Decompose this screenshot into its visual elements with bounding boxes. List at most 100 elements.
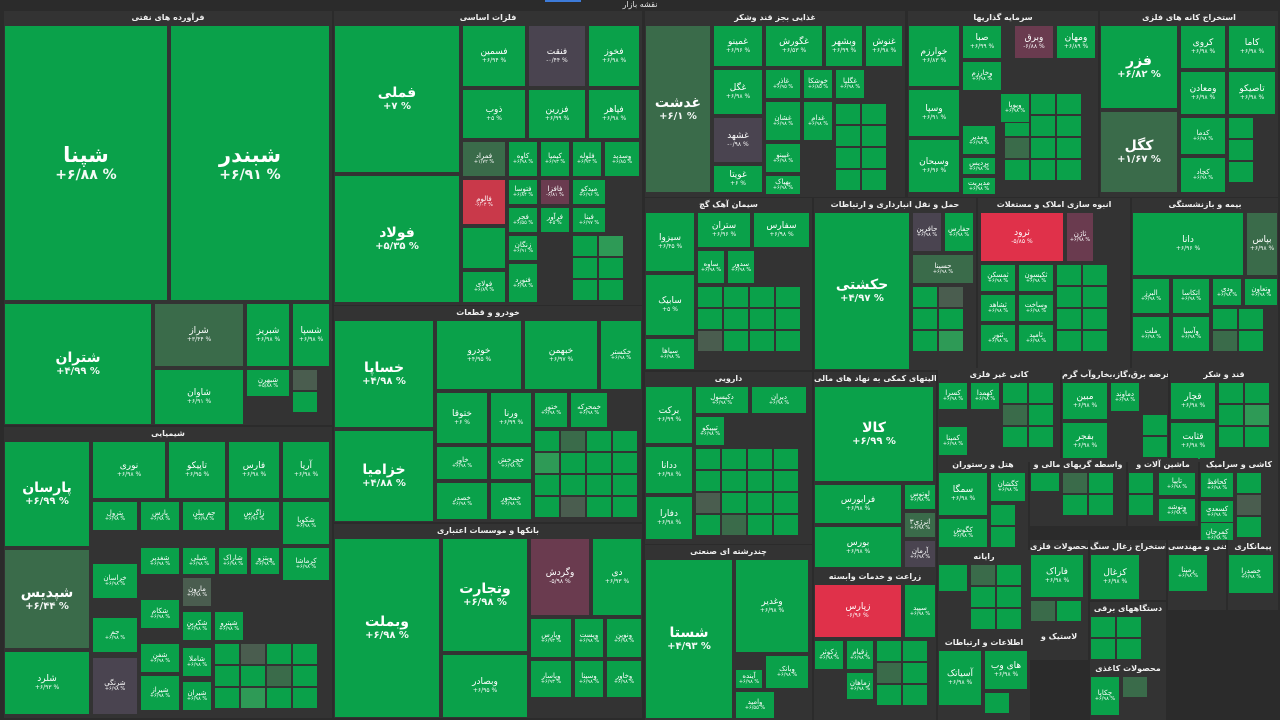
- stock-tile[interactable]: صبا +۶/۹۹ %: [962, 25, 1002, 59]
- stock-tile-unlabeled[interactable]: [560, 496, 586, 518]
- stock-tile-unlabeled[interactable]: [1082, 330, 1108, 352]
- stock-tile[interactable]: ثامید +۶/۹۸ %: [1018, 324, 1054, 352]
- stock-tile[interactable]: غشان +۶/۹۸ %: [765, 101, 801, 141]
- stock-tile[interactable]: فزرین +۶/۹۹ %: [528, 89, 586, 139]
- sector-title[interactable]: فرآورده های نفتی: [131, 13, 205, 22]
- stock-tile[interactable]: تاصیکو +۶/۹۸ %: [1228, 71, 1276, 115]
- stock-tile[interactable]: وامید +۶/۵۵ %: [735, 691, 775, 719]
- stock-tile-unlabeled[interactable]: [876, 640, 902, 662]
- sector-title[interactable]: محصولات فلزی: [1030, 542, 1088, 551]
- stock-tile[interactable]: های وب +۶/۹۸ %: [984, 650, 1028, 690]
- stock-tile-unlabeled[interactable]: [240, 687, 266, 709]
- stock-tile[interactable]: فافزا -۶/۸۱ %: [540, 179, 570, 205]
- sector-title[interactable]: اطلاعات و ارتباطات: [944, 638, 1024, 647]
- stock-tile[interactable]: شاراک +۶/۹۸ %: [218, 547, 248, 575]
- stock-tile-unlabeled[interactable]: [775, 330, 801, 352]
- stock-tile[interactable]: بپاس +۶/۹۸ %: [1246, 212, 1278, 276]
- stock-tile[interactable]: شیران +۶/۹۸ %: [182, 681, 212, 711]
- stock-tile-unlabeled[interactable]: [990, 504, 1016, 526]
- stock-tile[interactable]: وبصادر +۶/۹۵ %: [442, 654, 528, 718]
- stock-tile-unlabeled[interactable]: [586, 452, 612, 474]
- stock-tile[interactable]: زنگان +۶/۹۱ %: [508, 235, 538, 261]
- stock-tile-unlabeled[interactable]: [970, 586, 996, 608]
- stock-tile-unlabeled[interactable]: [1238, 330, 1264, 352]
- stock-tile[interactable]: فنقت -۰/۴۴ %: [528, 25, 586, 87]
- stock-tile-unlabeled[interactable]: [1212, 308, 1238, 330]
- stock-tile-unlabeled[interactable]: [695, 492, 721, 514]
- stock-tile-unlabeled[interactable]: [747, 448, 773, 470]
- stock-tile[interactable]: انرژی۳ +۶/۹۸ %: [904, 512, 936, 538]
- stock-tile-unlabeled[interactable]: [984, 692, 1010, 714]
- stock-tile[interactable]: فتوسا +۶/۸۴ %: [508, 179, 538, 205]
- stock-tile[interactable]: فارس +۶/۹۸ %: [228, 441, 280, 499]
- stock-tile-unlabeled[interactable]: [612, 496, 638, 518]
- stock-tile[interactable]: مدیریت +۶/۹۸ %: [962, 177, 996, 195]
- stock-tile-unlabeled[interactable]: [697, 308, 723, 330]
- stock-tile-unlabeled[interactable]: [1116, 616, 1142, 638]
- stock-tile-unlabeled[interactable]: [612, 452, 638, 474]
- stock-tile[interactable]: ثرود -۵/۸۵ %: [980, 212, 1064, 262]
- stock-tile[interactable]: ساوه +۶/۹۸ %: [697, 250, 725, 284]
- stock-tile[interactable]: آینده +۶/۹۸ %: [735, 669, 763, 689]
- stock-tile[interactable]: فملی +۷ %: [334, 25, 460, 173]
- stock-tile[interactable]: فمراد +۱/۷۲ %: [462, 141, 506, 177]
- stock-tile[interactable]: شرنگی +۶/۹۸ %: [92, 657, 138, 715]
- stock-tile[interactable]: کاوه +۶/۹۸ %: [508, 141, 538, 177]
- stock-tile-unlabeled[interactable]: [560, 474, 586, 496]
- stock-tile[interactable]: سیاها +۶/۹۸ %: [645, 338, 695, 370]
- stock-tile[interactable]: وغدیر +۶/۹۸ %: [735, 559, 809, 653]
- stock-tile[interactable]: زکوثر +۶/۹۸ %: [814, 640, 844, 670]
- stock-tile[interactable]: غگل +۶/۹۸ %: [713, 69, 763, 115]
- stock-tile-unlabeled[interactable]: [723, 308, 749, 330]
- stock-tile[interactable]: کچاد +۶/۹۸ %: [1180, 157, 1226, 193]
- stock-tile-unlabeled[interactable]: [1090, 638, 1116, 660]
- stock-tile[interactable]: کسرا +۶/۹۸ %: [938, 382, 968, 410]
- stock-tile[interactable]: خودرو +۴/۹۵ %: [436, 320, 522, 390]
- stock-tile-unlabeled[interactable]: [214, 687, 240, 709]
- stock-tile[interactable]: ویوپا +۶/۹۸ %: [1000, 93, 1030, 123]
- stock-tile[interactable]: شلرد +۶/۹۳ %: [4, 651, 90, 715]
- stock-tile-unlabeled[interactable]: [938, 564, 968, 592]
- sector-title[interactable]: سیمان آهک گچ: [699, 200, 758, 209]
- stock-tile[interactable]: خصدرا +۶/۹۸ %: [1228, 554, 1274, 594]
- stock-tile[interactable]: شتران +۴/۹۹ %: [4, 303, 152, 425]
- stock-tile-unlabeled[interactable]: [1212, 330, 1238, 352]
- stock-tile[interactable]: ومدیر +۶/۹۸ %: [962, 125, 996, 155]
- stock-tile[interactable]: شبریز +۶/۹۸ %: [246, 303, 290, 367]
- stock-tile[interactable]: کرماشا +۶/۹۸ %: [282, 547, 330, 581]
- stock-tile-unlabeled[interactable]: [938, 286, 964, 308]
- stock-tile[interactable]: فلوله +۶/۹۳ %: [572, 141, 602, 177]
- stock-tile[interactable]: وپست +۶/۹۸ %: [574, 618, 604, 658]
- stock-tile-unlabeled[interactable]: [1082, 308, 1108, 330]
- stock-tile[interactable]: ویتزو +۶/۹۸ %: [250, 547, 280, 575]
- stock-tile[interactable]: وسبحان +۶/۹۶ %: [908, 139, 960, 193]
- stock-tile[interactable]: کالا +۶/۹۹ %: [814, 386, 934, 482]
- stock-tile[interactable]: جم +۶/۹۸ %: [92, 617, 138, 653]
- stock-tile[interactable]: حافرین +۶/۹۸ %: [912, 212, 942, 252]
- stock-tile-unlabeled[interactable]: [1238, 308, 1264, 330]
- stock-tile[interactable]: آرمان +۶/۹۸ %: [904, 540, 936, 568]
- stock-tile[interactable]: فرابورس +۶/۹۸ %: [814, 484, 902, 524]
- stock-tile[interactable]: ودی +۶/۹۸ %: [1212, 278, 1242, 306]
- sector-title[interactable]: لاستیک و: [1040, 632, 1078, 641]
- stock-tile-unlabeled[interactable]: [1056, 330, 1082, 352]
- stock-tile[interactable]: ثکیسون +۶/۹۸ %: [1018, 264, 1054, 292]
- stock-tile[interactable]: وبانک +۶/۹۸ %: [765, 655, 809, 689]
- stock-tile-unlabeled[interactable]: [695, 470, 721, 492]
- stock-tile[interactable]: خصدر +۶/۹۸ %: [436, 482, 488, 520]
- stock-tile[interactable]: غاذر +۶/۹۵ %: [765, 69, 801, 99]
- stock-tile-unlabeled[interactable]: [1218, 426, 1244, 448]
- stock-tile[interactable]: کگل +۱/۶۷ %: [1100, 111, 1178, 193]
- stock-tile-unlabeled[interactable]: [861, 147, 887, 169]
- sector-title[interactable]: شیمیایی: [151, 429, 185, 438]
- stock-tile-unlabeled[interactable]: [1128, 472, 1154, 494]
- stock-tile-unlabeled[interactable]: [747, 470, 773, 492]
- stock-tile[interactable]: شبهرن +۵/۸۸ %: [246, 369, 290, 397]
- stock-tile[interactable]: غدام +۶/۹۸ %: [803, 101, 833, 141]
- stock-tile[interactable]: خبهمن +۶/۹۷ %: [524, 320, 598, 390]
- stock-tile[interactable]: وبرق -۶/۸۸ %: [1014, 25, 1054, 59]
- stock-tile[interactable]: مارون +۶/۹۸ %: [182, 577, 212, 607]
- stock-tile[interactable]: فالوم -۶/۰۴ %: [462, 179, 506, 225]
- sector-title[interactable]: بانکها و موسسات اعتباری: [437, 526, 539, 535]
- stock-tile[interactable]: ثشاهد +۶/۹۸ %: [980, 294, 1016, 322]
